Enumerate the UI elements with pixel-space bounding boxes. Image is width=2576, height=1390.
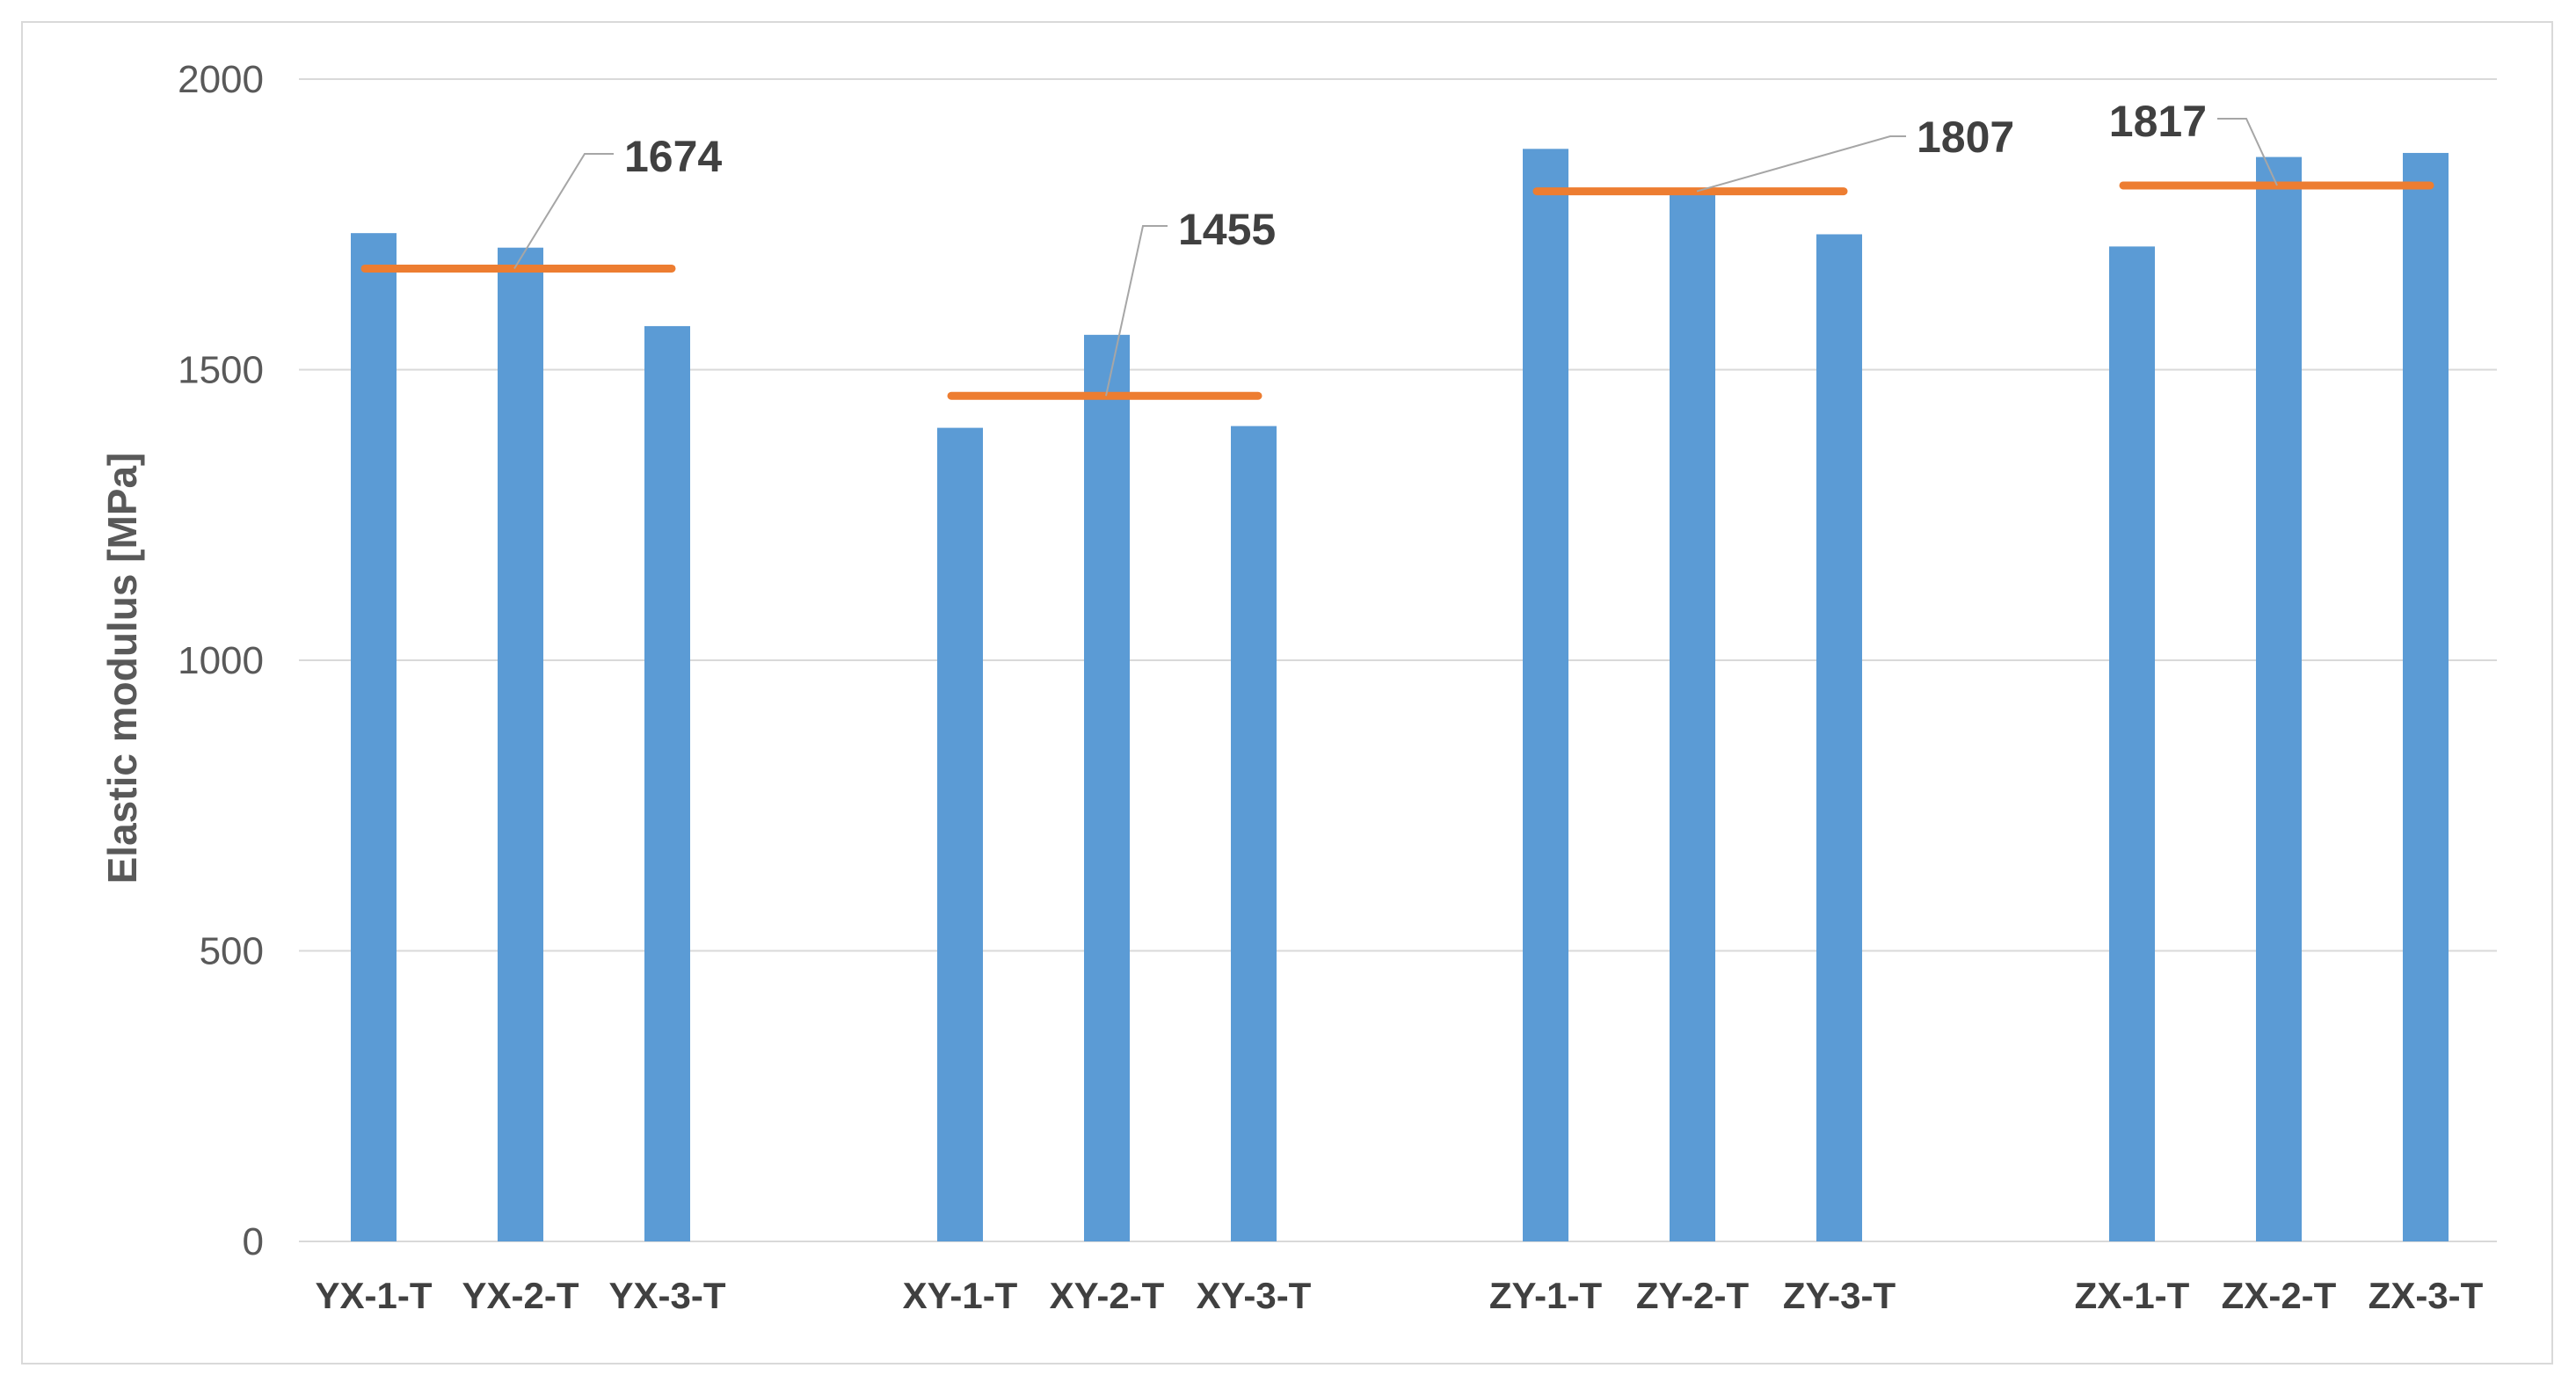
bar-xy-1-t — [937, 427, 983, 1242]
x-tick-label: YX-1-T — [315, 1275, 432, 1316]
mean-label: 1455 — [1178, 205, 1276, 254]
bars — [351, 149, 2449, 1242]
bar-zy-2-t — [1670, 189, 1715, 1242]
mean-label: 1674 — [624, 132, 722, 181]
x-tick-label: ZY-1-T — [1489, 1275, 1603, 1316]
bar-xy-2-t — [1084, 334, 1130, 1242]
gridlines — [299, 78, 2497, 1242]
x-axis-category-labels: YX-1-T YX-2-T YX-3-T XY-1-T XY-2-T XY-3-T ZY-1… — [315, 1275, 2483, 1316]
bar-zy-3-t — [1816, 234, 1862, 1241]
mean-labels: 1674 1455 1807 1817 — [513, 97, 2278, 397]
x-tick-label: XY-1-T — [903, 1275, 1018, 1316]
bar-yx-3-t — [644, 325, 690, 1241]
mean-label: 1807 — [1917, 113, 2014, 162]
y-axis-tick-labels: 0 500 1000 1500 2000 — [178, 58, 264, 1263]
y-tick-label: 1000 — [178, 639, 264, 682]
y-tick-label: 1500 — [178, 349, 264, 392]
y-tick-label: 2000 — [178, 58, 264, 101]
x-tick-label: XY-3-T — [1197, 1275, 1312, 1316]
bar-zx-3-t — [2403, 152, 2449, 1241]
x-tick-label: ZX-2-T — [2222, 1275, 2337, 1316]
mean-label-leader — [1105, 225, 1168, 397]
bar-yx-1-t — [351, 233, 397, 1241]
bar-zx-2-t — [2256, 156, 2302, 1242]
bar-zy-1-t — [1523, 149, 1568, 1241]
x-tick-label: ZY-2-T — [1636, 1275, 1750, 1316]
x-tick-label: YX-3-T — [608, 1275, 725, 1316]
mean-label-leader — [1696, 135, 1906, 193]
mean-label: 1817 — [2109, 97, 2207, 146]
y-tick-label: 0 — [243, 1220, 264, 1263]
y-tick-label: 500 — [200, 930, 264, 973]
mean-label-leader — [513, 153, 614, 270]
x-tick-label: ZY-3-T — [1783, 1275, 1896, 1316]
y-axis-title: Elastic modulus [MPa] — [99, 453, 145, 884]
bar-xy-3-t — [1231, 426, 1277, 1241]
x-tick-label: XY-2-T — [1050, 1275, 1165, 1316]
x-tick-label: YX-2-T — [462, 1275, 579, 1316]
bar-zx-1-t — [2109, 246, 2155, 1241]
x-tick-label: ZX-3-T — [2369, 1275, 2484, 1316]
x-tick-label: ZX-1-T — [2075, 1275, 2190, 1316]
mean-label-leader — [2217, 118, 2278, 186]
bar-yx-2-t — [498, 247, 543, 1242]
